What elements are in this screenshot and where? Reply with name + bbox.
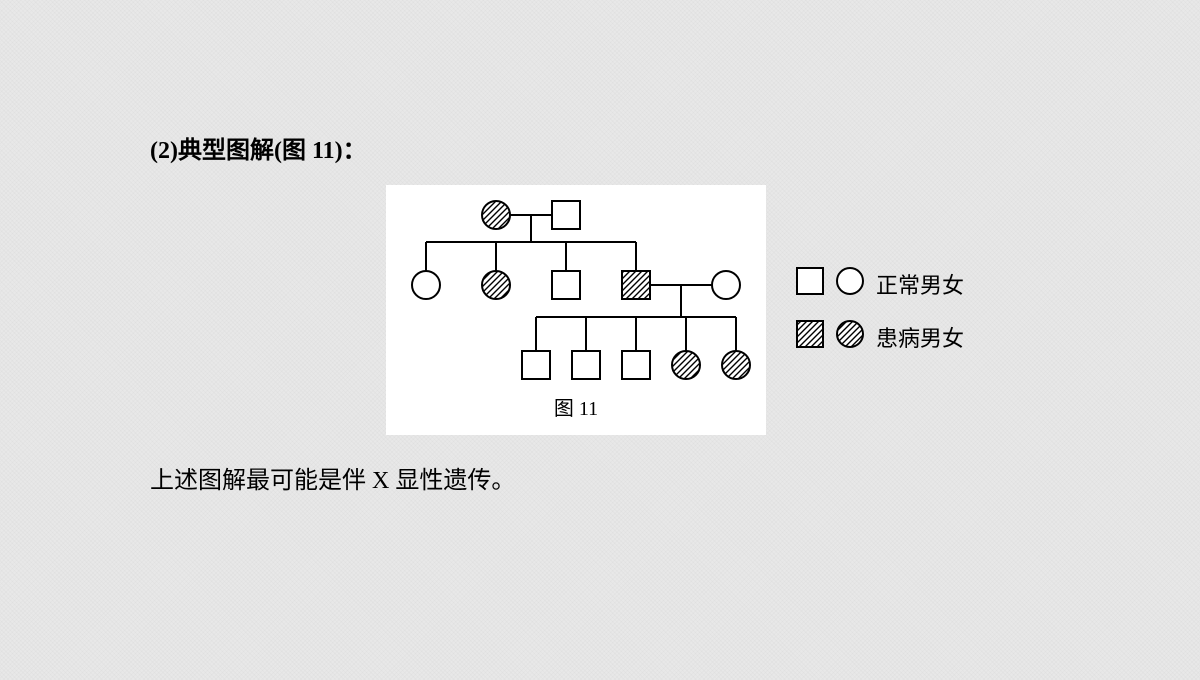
section-heading: (2)典型图解(图 11)： — [150, 130, 1100, 165]
svg-text:图 11: 图 11 — [554, 398, 598, 420]
legend-normal: 正常男女 — [796, 267, 964, 300]
legend: 正常男女 患病男女 — [796, 267, 964, 353]
legend-affected-label: 患病男女 — [876, 321, 964, 353]
conclusion-text: 上述图解最可能是伴 X 显性遗传。 — [150, 460, 1100, 495]
legend-circle-affected — [836, 320, 864, 353]
legend-circle-normal — [836, 267, 864, 300]
legend-square-affected — [796, 320, 824, 353]
legend-affected: 患病男女 — [796, 320, 964, 353]
legend-square-normal — [796, 267, 824, 300]
diagram-container: 图 11 正常男女 — [250, 185, 1100, 435]
legend-normal-label: 正常男女 — [876, 268, 964, 300]
pedigree-diagram: 图 11 — [386, 185, 766, 435]
